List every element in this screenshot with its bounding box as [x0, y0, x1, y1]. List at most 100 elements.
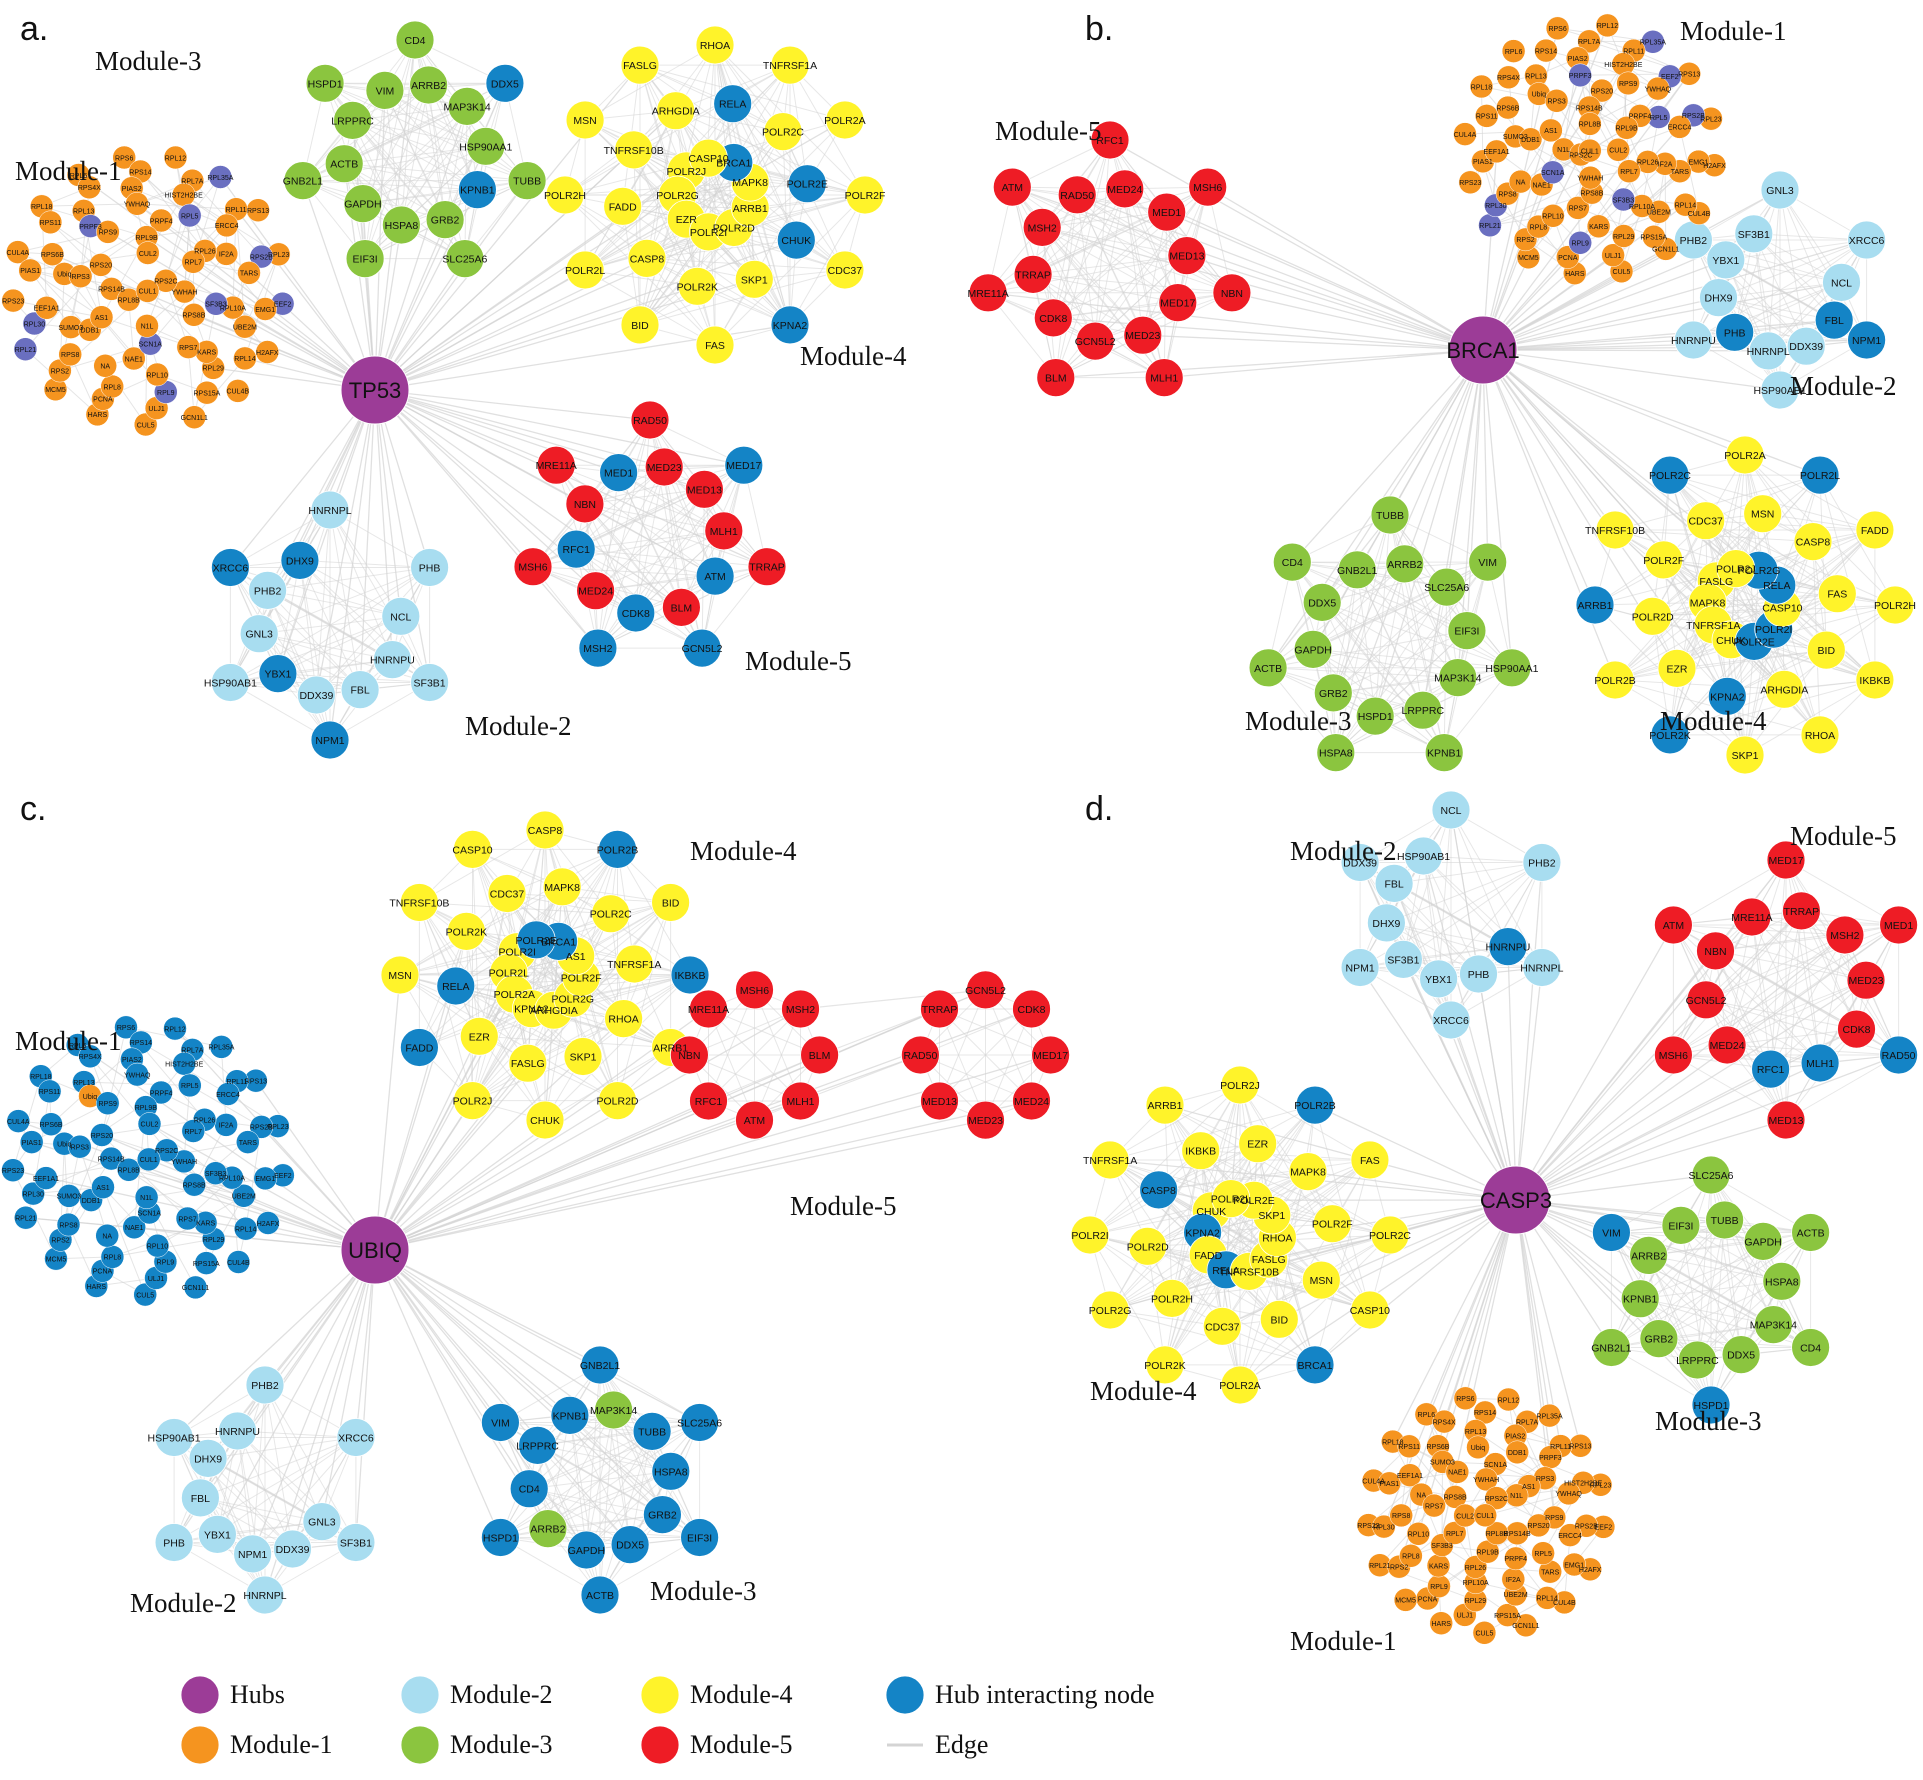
svg-text:HNRNPL: HNRNPL: [1747, 346, 1790, 358]
svg-text:FBL: FBL: [350, 685, 369, 697]
svg-text:AS1: AS1: [96, 1185, 109, 1192]
svg-text:ULJ1: ULJ1: [1605, 253, 1621, 260]
svg-text:CUL2: CUL2: [1609, 148, 1627, 155]
svg-text:GNB2L1: GNB2L1: [580, 1360, 620, 1372]
svg-text:HSPA8: HSPA8: [1319, 748, 1353, 760]
svg-text:POLR2F: POLR2F: [1643, 555, 1684, 567]
svg-text:RPS20: RPS20: [91, 1133, 113, 1140]
svg-text:RFC1: RFC1: [695, 1096, 723, 1108]
svg-text:IKBKB: IKBKB: [1859, 675, 1890, 687]
svg-text:RPL5: RPL5: [1534, 1551, 1552, 1558]
svg-text:RPS9: RPS9: [1545, 1515, 1563, 1522]
svg-text:MAP3K14: MAP3K14: [443, 101, 490, 113]
svg-text:NAE1: NAE1: [1532, 182, 1550, 189]
svg-text:AS1: AS1: [1544, 128, 1557, 135]
svg-text:MRE11A: MRE11A: [536, 460, 577, 472]
svg-text:RPL30: RPL30: [1373, 1524, 1395, 1531]
svg-text:CD4: CD4: [404, 35, 425, 47]
svg-text:CUL1: CUL1: [140, 1157, 158, 1164]
svg-text:HNRNPU: HNRNPU: [215, 1426, 260, 1438]
svg-text:DDX39: DDX39: [299, 690, 333, 702]
svg-text:RPL35A: RPL35A: [207, 175, 233, 182]
svg-text:SF3B1: SF3B1: [1738, 229, 1770, 241]
svg-text:N1L: N1L: [140, 1195, 153, 1202]
svg-text:RPS13: RPS13: [247, 208, 269, 215]
svg-text:MRE11A: MRE11A: [1731, 912, 1772, 924]
svg-text:RPL29: RPL29: [202, 366, 224, 373]
svg-text:RPS13: RPS13: [1569, 1444, 1591, 1451]
svg-text:FAS: FAS: [1360, 1155, 1380, 1167]
svg-text:RPL10: RPL10: [1542, 214, 1564, 221]
svg-text:SF3B1: SF3B1: [340, 1538, 372, 1550]
svg-text:Ubiq: Ubiq: [57, 1142, 72, 1149]
svg-text:BID: BID: [1818, 645, 1836, 657]
svg-text:RPS3: RPS3: [71, 1145, 89, 1152]
svg-text:LRPPRC: LRPPRC: [516, 1440, 559, 1452]
svg-text:EMG1: EMG1: [255, 307, 275, 314]
svg-text:RPS6B: RPS6B: [40, 1122, 63, 1129]
svg-text:TNFRSF1A: TNFRSF1A: [1083, 1155, 1137, 1167]
svg-text:POLR2A: POLR2A: [1219, 1380, 1260, 1392]
svg-text:RPL9B: RPL9B: [135, 1105, 158, 1112]
svg-text:GAPDH: GAPDH: [1744, 1236, 1781, 1248]
svg-text:b.: b.: [1085, 10, 1113, 48]
svg-text:RPL7: RPL7: [1446, 1531, 1464, 1538]
svg-text:KPNA2: KPNA2: [773, 320, 808, 332]
svg-text:MED24: MED24: [1710, 1040, 1745, 1052]
svg-text:POLR2H: POLR2H: [1151, 1293, 1193, 1305]
svg-text:RPL8B: RPL8B: [1486, 1531, 1509, 1538]
svg-text:NPM1: NPM1: [238, 1549, 267, 1561]
svg-text:Module-3: Module-3: [650, 1576, 756, 1606]
svg-text:Module-3: Module-3: [450, 1730, 553, 1759]
svg-text:DDX5: DDX5: [1727, 1350, 1755, 1362]
svg-text:POLR2I: POLR2I: [1755, 624, 1792, 636]
svg-text:RPS2B: RPS2B: [1682, 113, 1705, 120]
svg-text:RPS2B: RPS2B: [1575, 1524, 1598, 1531]
svg-text:CASP8: CASP8: [1141, 1185, 1176, 1197]
svg-text:MED23: MED23: [647, 462, 682, 474]
svg-text:RPS6B: RPS6B: [1496, 105, 1519, 112]
svg-text:RPS20: RPS20: [1591, 88, 1613, 95]
svg-text:NA: NA: [1516, 179, 1526, 186]
svg-text:TARS: TARS: [240, 271, 258, 278]
svg-text:CUL1: CUL1: [1476, 1513, 1494, 1520]
svg-text:RPL12: RPL12: [165, 155, 187, 162]
svg-text:RPS8: RPS8: [59, 1222, 77, 1229]
svg-text:MED24: MED24: [1107, 184, 1142, 196]
svg-text:RPL7A: RPL7A: [1578, 39, 1601, 46]
svg-text:NCL: NCL: [390, 611, 411, 623]
svg-text:RPS20: RPS20: [1528, 1523, 1550, 1530]
svg-text:RPS14: RPS14: [1535, 48, 1557, 55]
svg-text:EIF3I: EIF3I: [687, 1533, 712, 1545]
svg-text:DHX9: DHX9: [194, 1453, 222, 1465]
svg-text:MCM5: MCM5: [45, 387, 66, 394]
svg-text:POLR2A: POLR2A: [1724, 450, 1765, 462]
svg-text:POLR2C: POLR2C: [590, 909, 632, 921]
svg-text:KPNB1: KPNB1: [460, 185, 495, 197]
svg-text:AS1: AS1: [95, 315, 108, 322]
svg-text:TRRAP: TRRAP: [749, 562, 785, 574]
svg-text:UBE2M: UBE2M: [1504, 1592, 1528, 1599]
svg-text:GRB2: GRB2: [1319, 688, 1348, 700]
svg-text:RPS14: RPS14: [1474, 1410, 1496, 1417]
svg-text:RPL7A: RPL7A: [181, 1048, 204, 1055]
svg-text:MED23: MED23: [1848, 975, 1883, 987]
svg-text:HARS: HARS: [1565, 271, 1585, 278]
svg-text:GNB2L1: GNB2L1: [283, 176, 323, 188]
svg-text:EIF3I: EIF3I: [353, 254, 378, 266]
svg-text:POLR2A: POLR2A: [494, 989, 535, 1001]
svg-text:PRPF4: PRPF4: [150, 218, 173, 225]
svg-text:FASLG: FASLG: [511, 1058, 545, 1070]
svg-text:CHUK: CHUK: [1196, 1206, 1226, 1218]
svg-text:MED13: MED13: [1768, 1115, 1803, 1127]
svg-text:RPS2: RPS2: [1390, 1565, 1408, 1572]
svg-text:EMG1: EMG1: [1689, 159, 1709, 166]
svg-text:HSP90AB1: HSP90AB1: [148, 1433, 201, 1445]
svg-text:ACTB: ACTB: [330, 159, 358, 171]
svg-text:RPS2: RPS2: [1516, 237, 1534, 244]
svg-text:YWHAQ: YWHAQ: [124, 1072, 151, 1079]
svg-text:MCM5: MCM5: [1518, 255, 1539, 262]
svg-text:POLR2F: POLR2F: [561, 973, 602, 985]
svg-text:ERCC4: ERCC4: [215, 223, 239, 230]
svg-text:CASP8: CASP8: [630, 253, 665, 265]
